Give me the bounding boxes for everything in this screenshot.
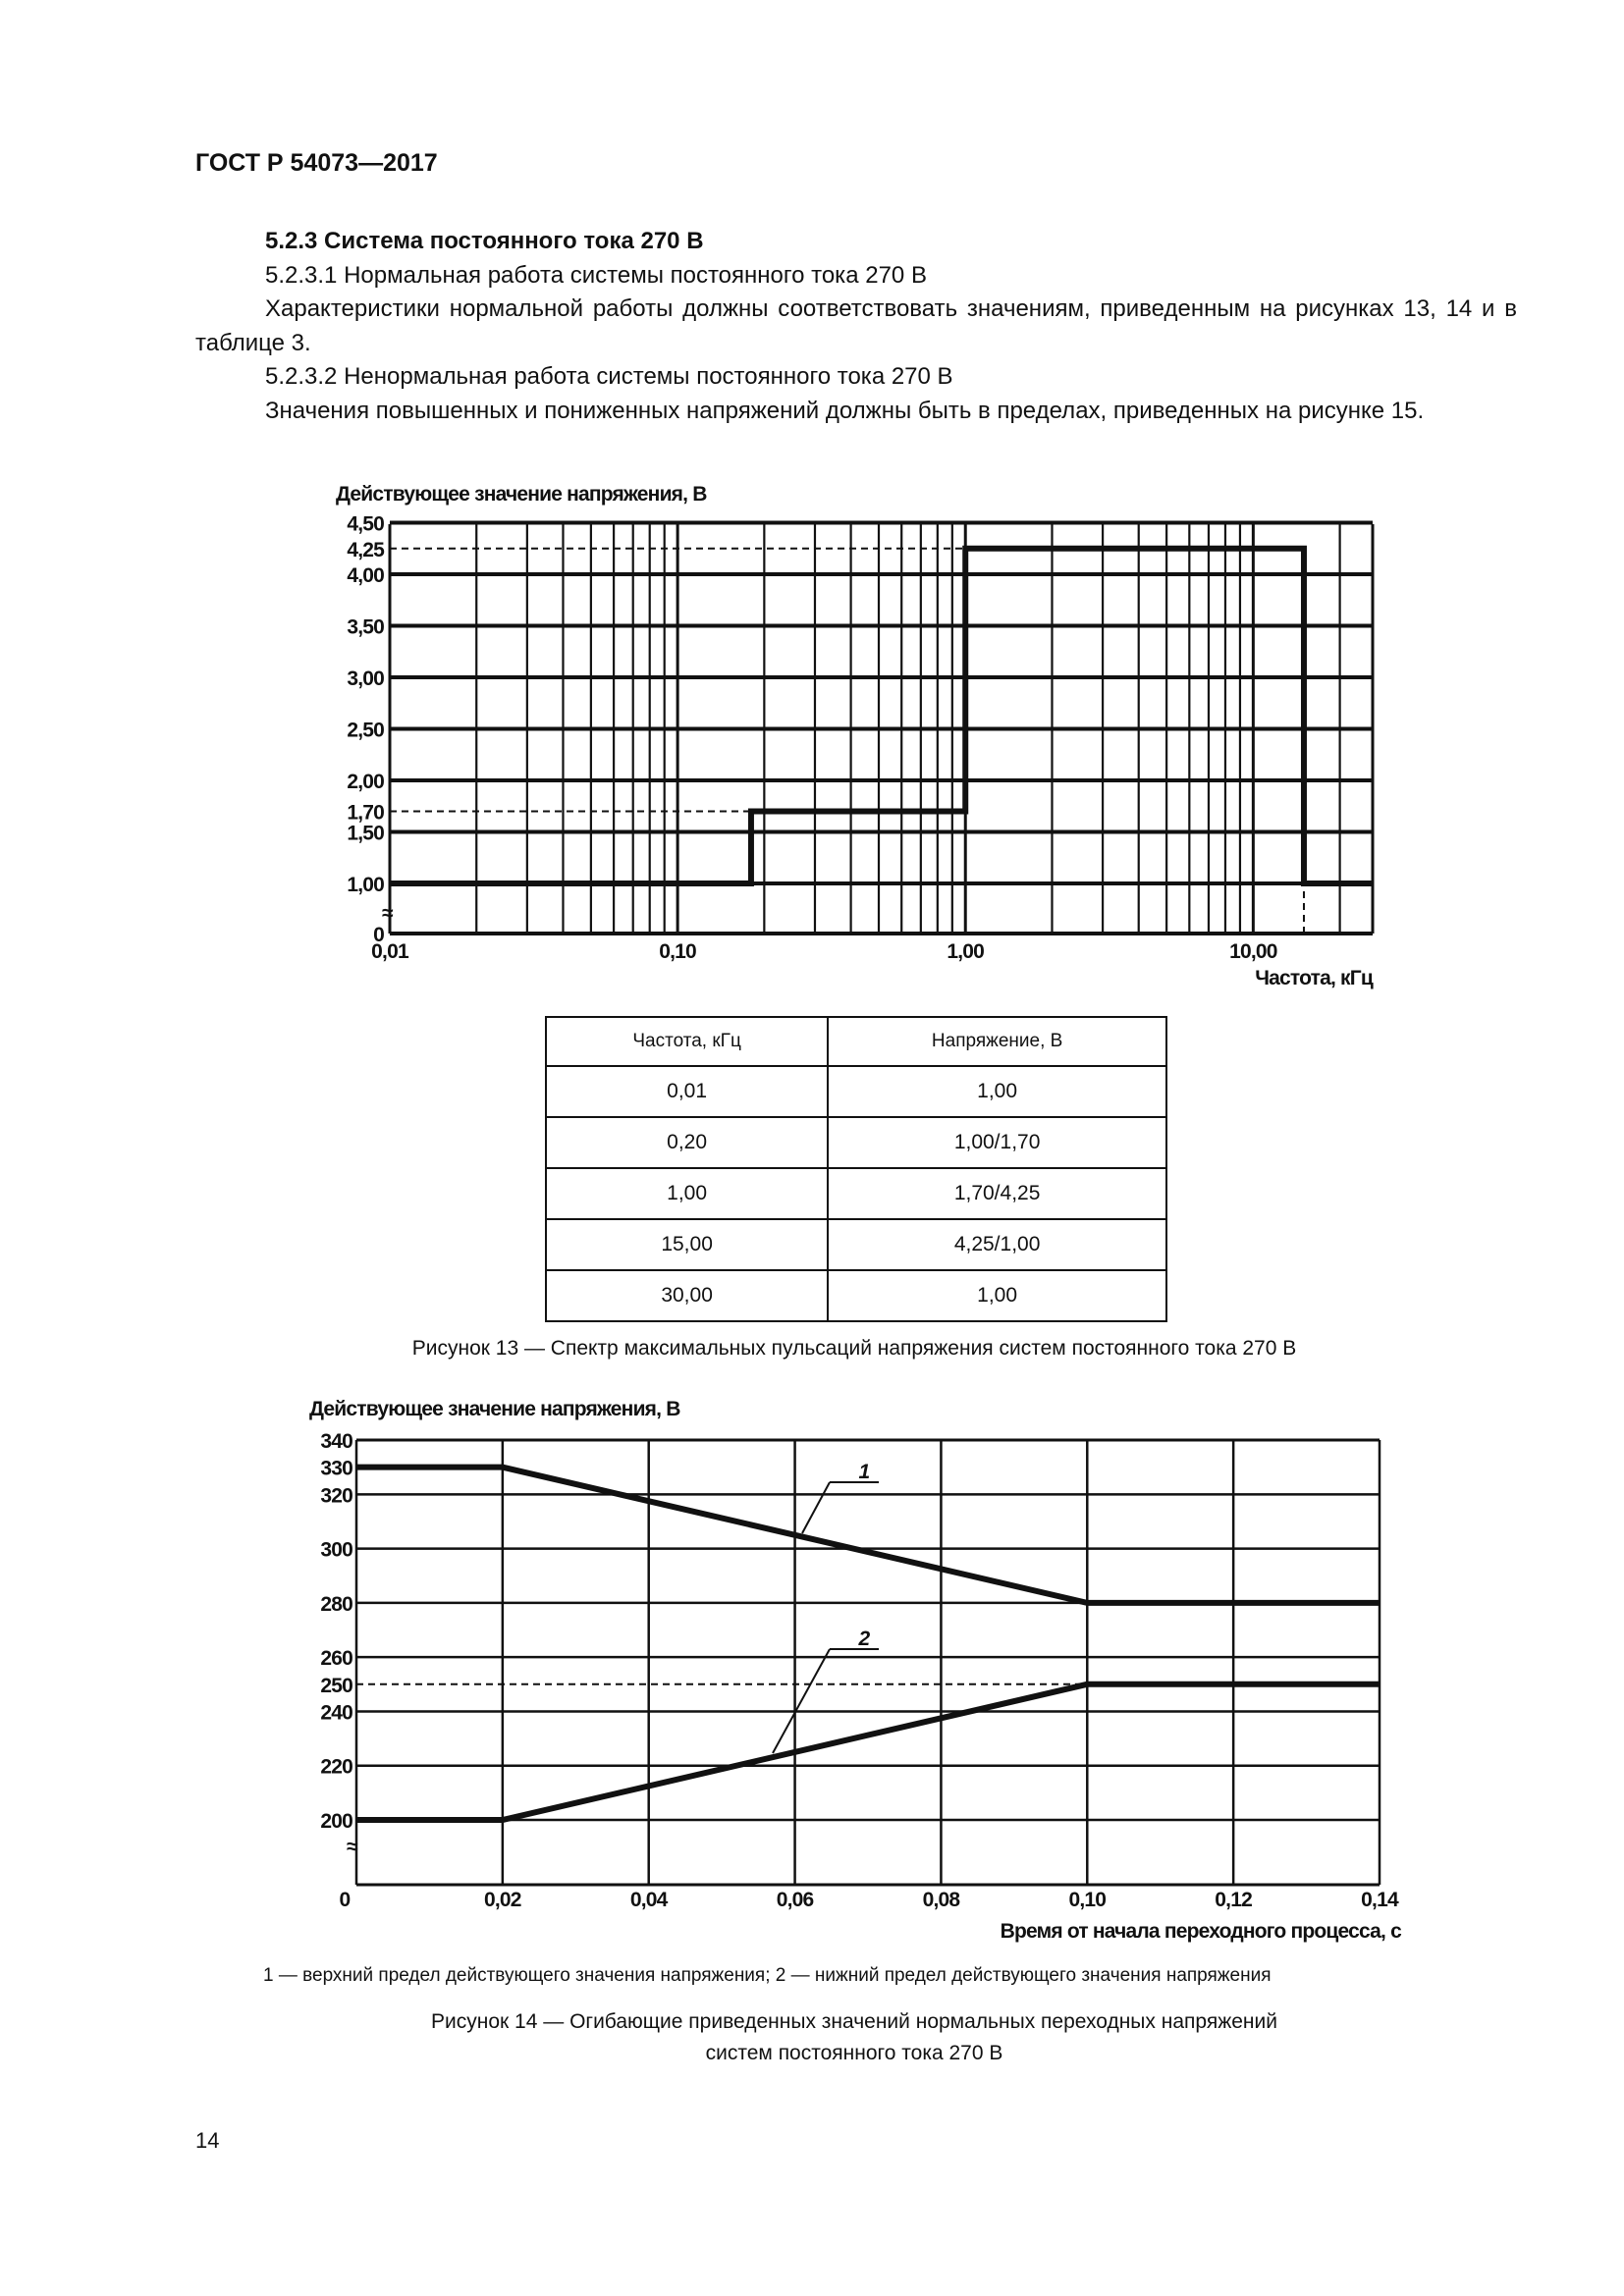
chart1-x-tick: 0,10 [659, 940, 696, 963]
chart1-y-tick: 1,00 [347, 874, 384, 896]
table-row: 0,01 1,00 [544, 1065, 1167, 1118]
series-label: 1 [859, 1461, 870, 1483]
chart2-y-tick: 340 [320, 1430, 352, 1453]
chart1-x-tick: 1,00 [947, 940, 984, 963]
chart2-y-tick: 330 [320, 1458, 352, 1480]
document-header: ГОСТ Р 54073—2017 [195, 149, 438, 177]
chart1-y-tick: 0 [373, 924, 384, 946]
chart2-y-tick: 300 [320, 1539, 352, 1562]
chart2-x-label: Время от начала переходного процесса, с [1001, 1920, 1402, 1943]
table-row: 30,00 1,00 [544, 1269, 1167, 1322]
chart2-x-tick: 0 [340, 1889, 351, 1911]
table-header-row: Частота, кГц Напряжение, В [544, 1016, 1167, 1067]
axis-break-icon: ≈ [382, 902, 394, 925]
body-text: 5.2.3 Система постоянного тока 270 В 5.2… [195, 225, 1517, 428]
chart1-y-tick: 4,50 [347, 513, 384, 536]
chart2-y-tick: 250 [320, 1675, 352, 1697]
cell: 4,25/1,00 [827, 1218, 1167, 1271]
series-label: 2 [858, 1628, 871, 1650]
paragraph: 5.2.3.2 Ненормальная работа системы пост… [265, 363, 953, 390]
cell: 1,70/4,25 [827, 1167, 1167, 1220]
chart2-x-tick: 0,04 [630, 1889, 669, 1911]
chart2-x-tick: 0,08 [923, 1889, 961, 1911]
table-row: 1,00 1,70/4,25 [544, 1167, 1167, 1220]
axis-break-icon: ≈ [347, 1836, 358, 1858]
cell: 15,00 [544, 1218, 830, 1271]
paragraph: Характеристики нормальной работы должны … [195, 295, 1517, 356]
col-header: Частота, кГц [544, 1016, 830, 1067]
cell: 0,01 [544, 1065, 830, 1118]
chart1-x-tick: 0,01 [371, 940, 409, 963]
chart2-y-tick: 320 [320, 1484, 352, 1507]
cell: 30,00 [544, 1269, 830, 1322]
chart1-y-label: Действующее значение напряжения, В [336, 483, 707, 506]
section-heading: 5.2.3 Система постоянного тока 270 В [265, 228, 704, 254]
chart1-y-tick: 3,00 [347, 667, 384, 690]
chart2-x-tick: 0,14 [1361, 1889, 1399, 1911]
chart2-y-tick: 280 [320, 1593, 352, 1616]
table-row: 0,20 1,00/1,70 [544, 1116, 1167, 1169]
chart2-y-tick: 260 [320, 1647, 352, 1670]
series-leader-line [801, 1481, 831, 1534]
paragraph: Значения повышенных и пониженных напряже… [265, 397, 1425, 424]
chart1-y-tick: 2,50 [347, 720, 384, 742]
chart2-series-line-2 [356, 1681, 1380, 1823]
series-leader-line [772, 1648, 831, 1754]
chart1-y-tick: 1,50 [347, 823, 384, 845]
chart2-y-label: Действующее значение напряжения, В [309, 1398, 680, 1420]
figure-14-legend: 1 — верхний предел действующего значения… [263, 1965, 1272, 1986]
chart2-x-tick: 0,02 [484, 1889, 521, 1911]
cell: 1,00 [544, 1167, 830, 1220]
chart2-x-tick: 0,12 [1215, 1889, 1252, 1911]
chart2-x-tick: 0,06 [777, 1889, 814, 1911]
figure-14-caption-line2: систем постоянного тока 270 В [705, 2042, 1003, 2064]
page-number: 14 [195, 2128, 220, 2153]
chart2-y-tick: 200 [320, 1810, 352, 1833]
chart1-y-tick: 2,00 [347, 771, 384, 793]
figure-13-caption: Рисунок 13 — Спектр максимальных пульсац… [411, 1337, 1297, 1360]
chart2-y-tick: 220 [320, 1756, 352, 1779]
chart1-y-tick: 1,70 [347, 802, 384, 825]
figure-14-caption-line1: Рисунок 14 — Огибающие приведенных значе… [431, 2010, 1277, 2033]
chart2-y-tick: 240 [320, 1701, 352, 1724]
cell: 1,00/1,70 [827, 1116, 1167, 1169]
chart2-series-line-1 [356, 1464, 1380, 1606]
cell: 0,20 [544, 1116, 830, 1169]
chart1-x-tick: 10,00 [1229, 940, 1277, 963]
chart1-x-label: Частота, кГц [1255, 967, 1374, 989]
cell: 1,00 [827, 1065, 1167, 1118]
chart1-y-tick: 3,50 [347, 616, 384, 639]
cell: 1,00 [827, 1269, 1167, 1322]
col-header: Напряжение, В [827, 1016, 1167, 1067]
chart1-y-tick: 4,25 [347, 539, 385, 561]
table-row: 15,00 4,25/1,00 [544, 1218, 1167, 1271]
data-table: Частота, кГц Напряжение, В 0,01 1,00 0,20… [544, 1016, 1167, 1322]
chart1-y-tick: 4,00 [347, 564, 384, 587]
paragraph: 5.2.3.1 Нормальная работа системы постоя… [265, 261, 927, 289]
chart2-x-tick: 0,10 [1068, 1889, 1106, 1911]
chart1-series-line [390, 545, 1373, 886]
